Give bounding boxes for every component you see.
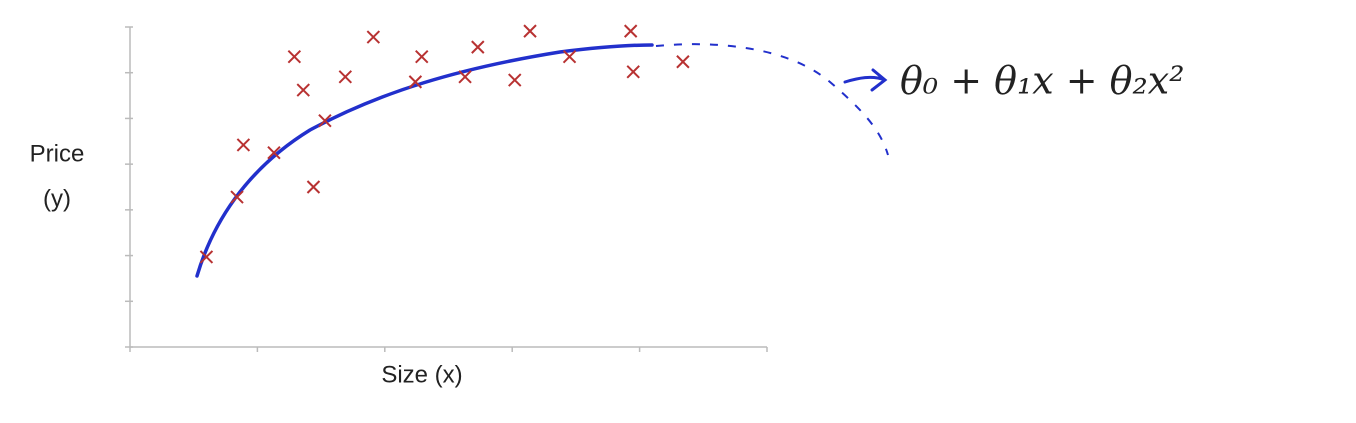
x-axis-label: Size (x) [381, 361, 462, 388]
point [408, 75, 423, 89]
point [626, 65, 640, 79]
point [623, 24, 638, 38]
point [415, 50, 429, 64]
point [676, 55, 690, 69]
point [230, 190, 244, 204]
y-axis-label: Price [30, 140, 85, 167]
point [236, 138, 251, 152]
point [471, 40, 485, 54]
point [199, 250, 214, 264]
point [366, 30, 381, 44]
point [562, 50, 577, 64]
formula: θ₀ + θ₁x + θ₂x² [900, 59, 1184, 103]
point [523, 24, 537, 38]
point [338, 70, 353, 84]
fit-curve [195, 43, 654, 278]
point [318, 114, 332, 128]
point [287, 50, 302, 64]
point [508, 73, 522, 87]
point [296, 83, 310, 97]
point [306, 180, 321, 194]
point [458, 70, 472, 84]
y-axis-label: (y) [43, 185, 71, 212]
curve-extension [655, 43, 889, 156]
arrow [843, 68, 888, 92]
point [267, 146, 281, 160]
